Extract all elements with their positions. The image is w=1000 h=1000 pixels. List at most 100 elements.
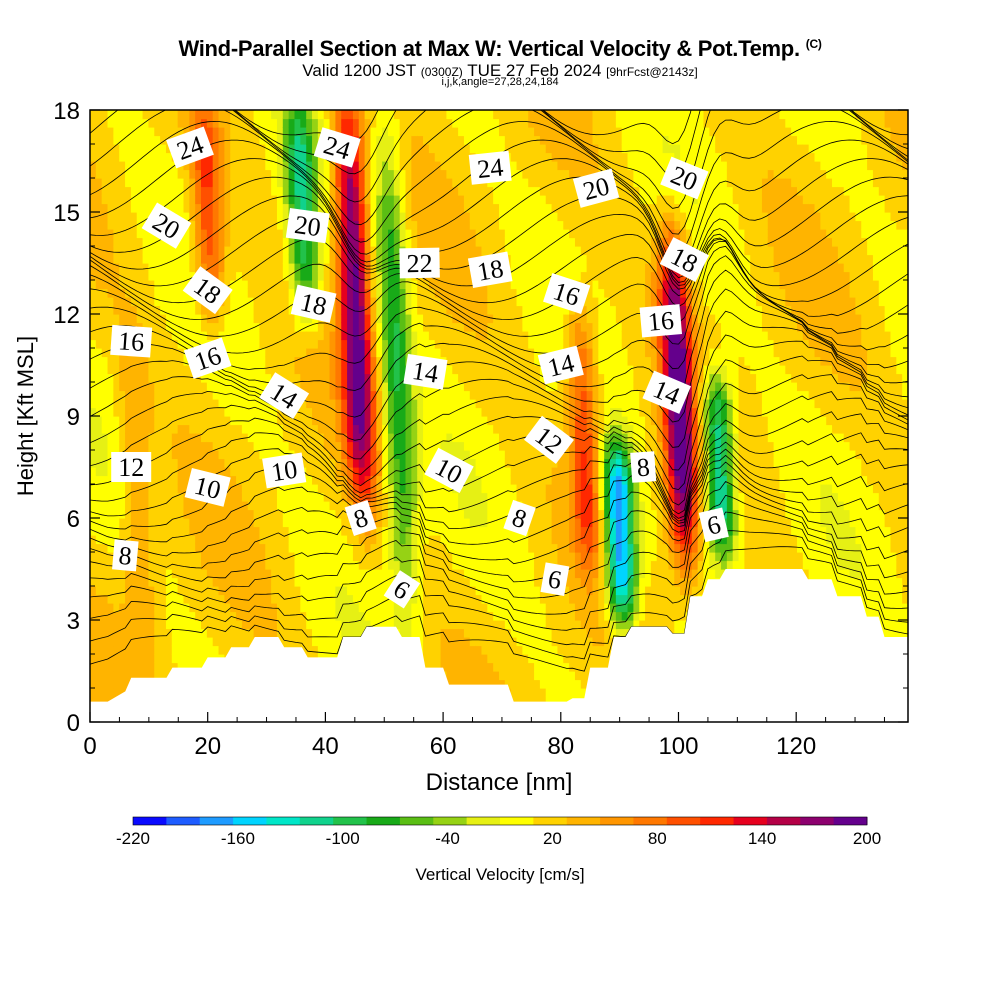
field-cell bbox=[417, 390, 424, 400]
field-cell bbox=[440, 382, 448, 392]
field-cell bbox=[329, 645, 336, 655]
field-cell bbox=[364, 110, 372, 120]
field-cell bbox=[306, 569, 313, 579]
field-cell bbox=[95, 416, 103, 426]
field-cell bbox=[341, 560, 348, 570]
field-cell bbox=[95, 535, 103, 545]
field-cell bbox=[282, 118, 290, 128]
field-cell bbox=[382, 501, 389, 511]
field-cell bbox=[177, 645, 185, 655]
field-cell bbox=[282, 212, 290, 222]
field-cell bbox=[206, 220, 214, 230]
field-cell bbox=[241, 331, 249, 341]
field-cell bbox=[458, 195, 465, 205]
field-cell bbox=[323, 169, 331, 179]
field-cell bbox=[393, 118, 401, 128]
field-cell bbox=[90, 662, 97, 672]
field-cell bbox=[90, 161, 97, 171]
field-cell bbox=[230, 543, 237, 553]
field-cell bbox=[300, 407, 307, 417]
field-cell bbox=[90, 441, 97, 451]
field-cell bbox=[370, 135, 377, 145]
field-cell bbox=[177, 535, 185, 545]
field-cell bbox=[236, 458, 243, 468]
field-cell bbox=[341, 305, 348, 315]
field-cell bbox=[376, 152, 383, 162]
field-cell bbox=[393, 135, 401, 145]
field-cell bbox=[241, 178, 249, 188]
field-cell bbox=[405, 441, 412, 451]
field-cell bbox=[323, 433, 331, 443]
field-cell bbox=[475, 195, 483, 205]
field-cell bbox=[160, 135, 167, 145]
field-cell bbox=[282, 288, 290, 298]
field-cell bbox=[382, 475, 389, 485]
field-cell bbox=[101, 416, 109, 426]
field-cell bbox=[136, 603, 144, 613]
field-cell bbox=[335, 314, 342, 324]
field-cell bbox=[440, 297, 448, 307]
field-cell bbox=[160, 467, 167, 477]
field-cell bbox=[463, 356, 471, 366]
field-cell bbox=[130, 229, 138, 239]
field-cell bbox=[323, 407, 331, 417]
field-cell bbox=[130, 169, 138, 179]
field-cell bbox=[411, 450, 418, 460]
field-cell bbox=[154, 390, 161, 400]
field-cell bbox=[265, 569, 272, 579]
field-cell bbox=[119, 484, 126, 494]
field-cell bbox=[306, 348, 313, 358]
field-cell bbox=[317, 407, 325, 417]
field-cell bbox=[452, 569, 459, 579]
field-cell bbox=[206, 118, 214, 128]
field-cell bbox=[206, 552, 214, 562]
field-cell bbox=[329, 433, 336, 443]
field-cell bbox=[469, 543, 477, 553]
field-cell bbox=[95, 305, 103, 315]
field-cell bbox=[113, 654, 120, 664]
field-cell bbox=[201, 526, 208, 536]
field-cell bbox=[405, 305, 412, 315]
field-cell bbox=[312, 280, 319, 290]
field-cell bbox=[417, 297, 424, 307]
field-cell bbox=[347, 280, 354, 290]
field-cell bbox=[253, 441, 261, 451]
field-cell bbox=[428, 637, 436, 647]
field-cell bbox=[95, 195, 103, 205]
field-cell bbox=[463, 271, 471, 281]
field-cell bbox=[218, 611, 225, 621]
field-cell bbox=[189, 433, 196, 443]
field-cell bbox=[428, 501, 436, 511]
field-cell bbox=[282, 356, 290, 366]
field-cell bbox=[364, 161, 372, 171]
field-cell bbox=[352, 560, 360, 570]
field-cell bbox=[312, 543, 319, 553]
field-cell bbox=[218, 560, 225, 570]
field-cell bbox=[347, 611, 354, 621]
field-cell bbox=[428, 484, 436, 494]
field-cell bbox=[382, 186, 389, 196]
field-cell bbox=[189, 424, 196, 434]
field-cell bbox=[475, 365, 483, 375]
field-cell bbox=[241, 390, 249, 400]
field-cell bbox=[119, 144, 126, 154]
field-cell bbox=[201, 186, 208, 196]
field-cell bbox=[452, 271, 459, 281]
field-cell bbox=[288, 135, 296, 145]
field-cell bbox=[241, 280, 249, 290]
field-cell bbox=[90, 322, 97, 332]
field-cell bbox=[352, 297, 360, 307]
field-cell bbox=[358, 288, 366, 298]
field-cell bbox=[259, 135, 266, 145]
field-cell bbox=[136, 365, 144, 375]
field-cell bbox=[90, 220, 97, 230]
field-cell bbox=[125, 390, 132, 400]
field-cell bbox=[323, 365, 331, 375]
field-cell bbox=[487, 322, 494, 332]
field-cell bbox=[411, 501, 418, 511]
field-cell bbox=[230, 441, 237, 451]
field-cell bbox=[247, 178, 255, 188]
field-cell bbox=[206, 382, 214, 392]
field-cell bbox=[101, 433, 109, 443]
field-cell bbox=[341, 331, 348, 341]
